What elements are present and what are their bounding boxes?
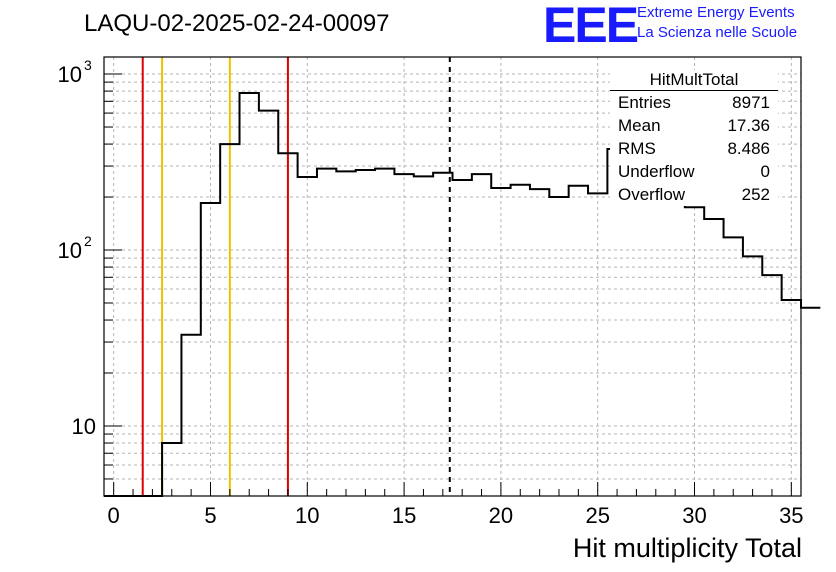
stats-value: 8971 [732,93,770,112]
plot-frame [103,56,802,497]
x-tick-label: 10 [295,503,319,528]
x-tick-label: 20 [489,503,513,528]
stats-value: 252 [741,185,770,204]
chart-title: LAQU-02-2025-02-24-00097 [84,10,390,37]
stats-value: 17.36 [727,116,770,135]
stats-title: HitMultTotal [610,70,778,91]
x-tick-label: 35 [779,503,803,528]
histogram-bars [104,92,821,497]
stats-row: RMS 8.486 [610,137,778,160]
histogram-outline [104,92,821,497]
y-tick-label: 10 [58,238,82,263]
x-tick-label: 0 [108,503,120,528]
stats-box: HitMultTotal Entries 8971 Mean 17.36 RMS 8.… [610,70,778,206]
stats-row: Mean 17.36 [610,114,778,137]
stats-label: Underflow [618,162,695,181]
x-tick-label: 25 [585,503,609,528]
stats-row: Entries 8971 [610,91,778,114]
x-axis-label: Hit multiplicity Total [572,533,802,563]
stats-value: 8.486 [727,139,770,158]
x-tick-label: 15 [392,503,416,528]
stats-row: Underflow 0 [610,160,778,183]
stats-label: RMS [618,139,656,158]
stats-row: Overflow 252 [610,183,778,206]
stats-label: Mean [618,116,661,135]
y-tick-label: 10 [58,62,82,87]
eee-logo: EEE [543,0,639,53]
logo-line-1: Extreme Energy Events [637,4,795,21]
x-tick-label: 5 [204,503,216,528]
y-tick-exponent: 3 [84,57,92,73]
stats-label: Entries [618,93,671,112]
y-tick-label: 10 [72,414,96,439]
logo-line-2: La Scienza nelle Scuole [637,24,798,41]
x-tick-label: 30 [682,503,706,528]
y-tick-exponent: 2 [84,233,92,249]
stats-label: Overflow [618,185,686,204]
stats-value: 0 [760,162,770,181]
reference-lines [141,57,451,496]
